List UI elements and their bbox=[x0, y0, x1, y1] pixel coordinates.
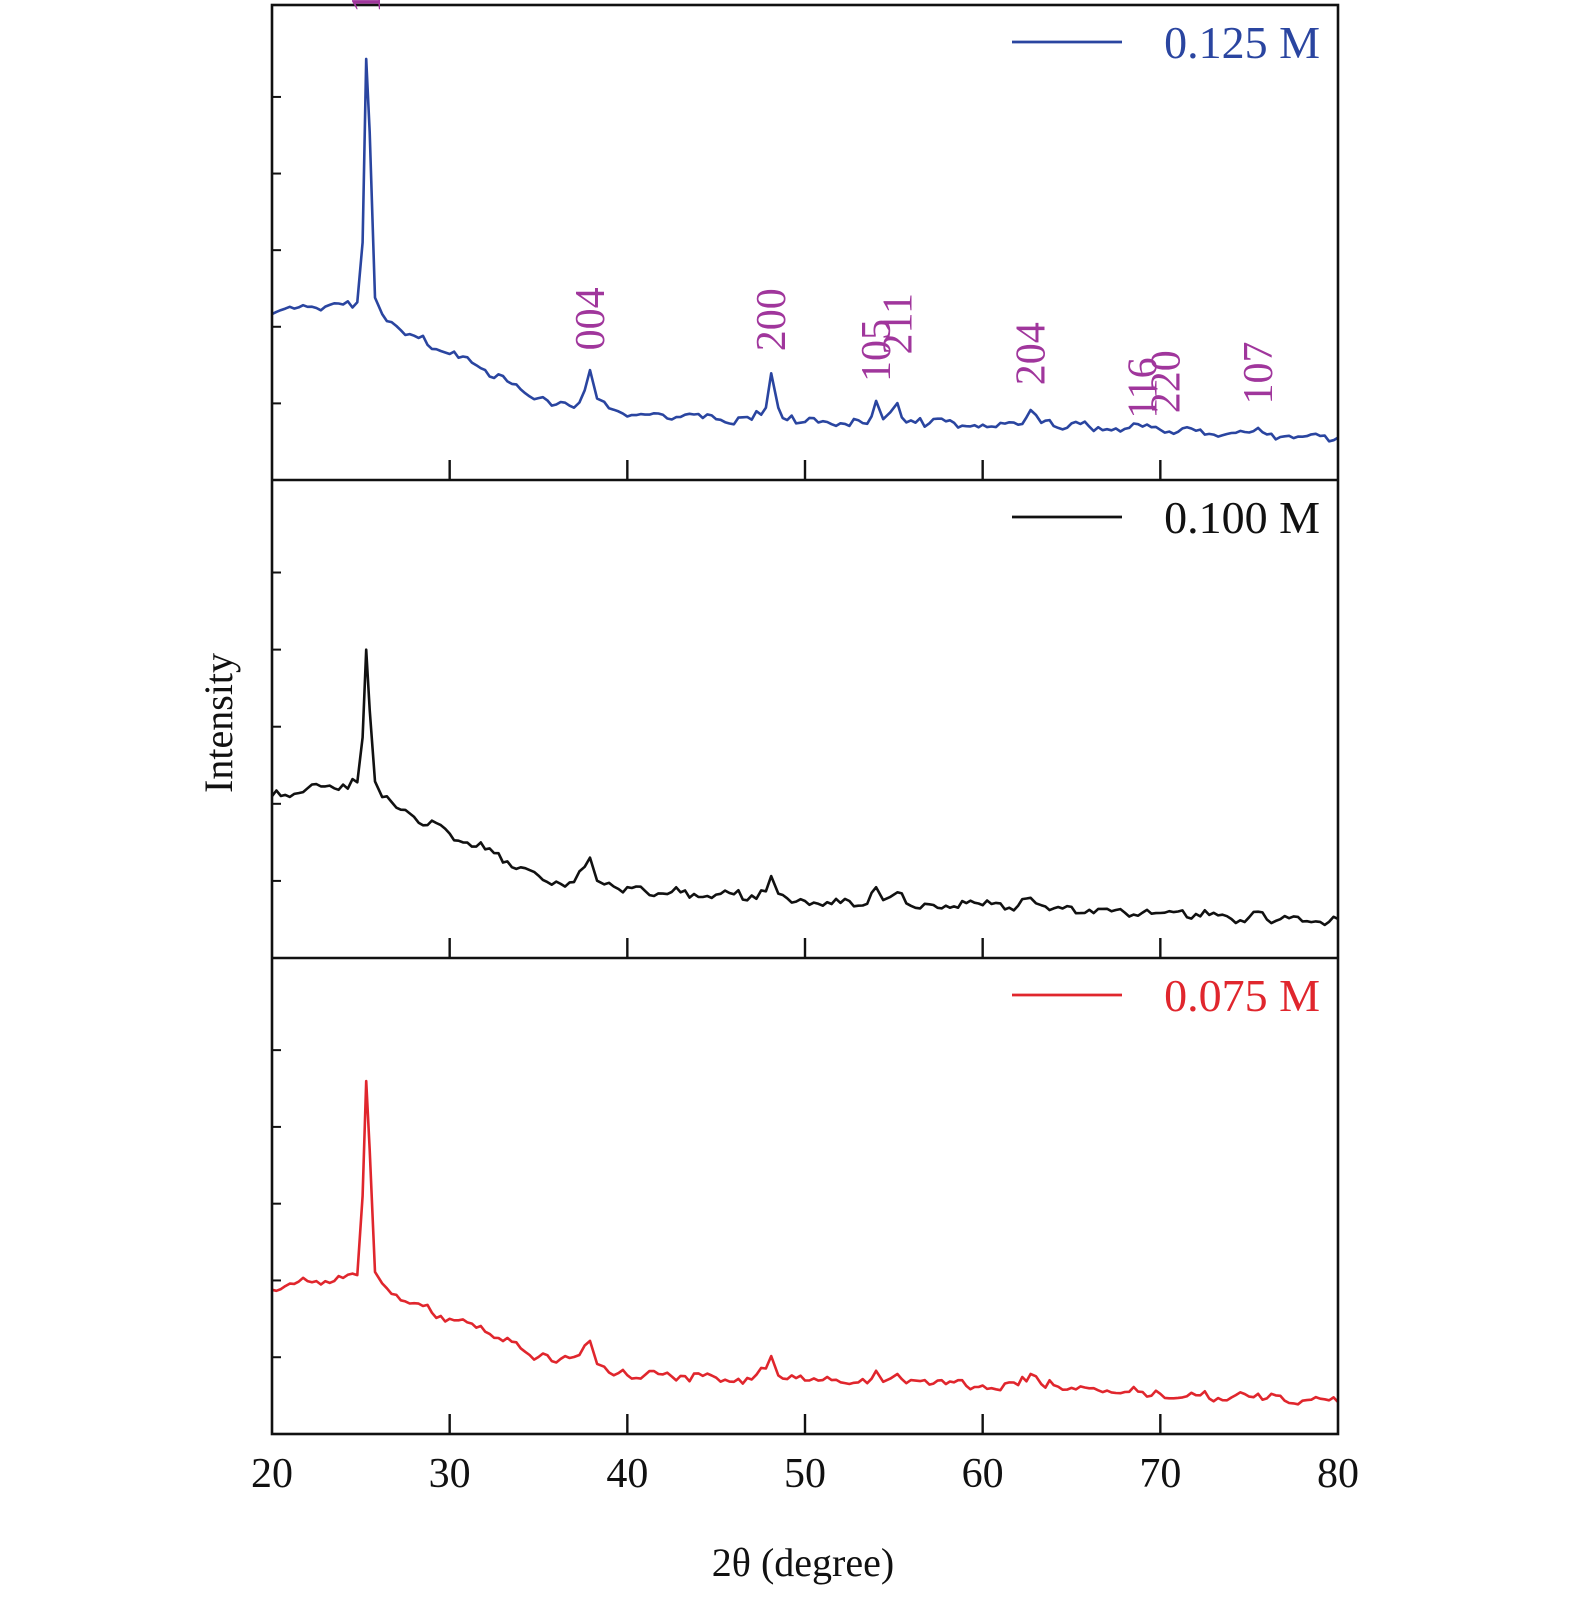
peak-label: 101 bbox=[344, 0, 390, 13]
legend-label: 0.100 M bbox=[1164, 492, 1320, 543]
x-tick-label: 30 bbox=[429, 1451, 471, 1497]
peak-label: 116 bbox=[1121, 357, 1167, 418]
y-axis-label: Intensity bbox=[196, 653, 241, 793]
peak-label: 204 bbox=[1009, 322, 1055, 385]
peak-label: 107 bbox=[1236, 342, 1282, 405]
legend-label: 0.075 M bbox=[1164, 970, 1320, 1021]
x-axis-label: 2θ (degree) bbox=[712, 1540, 894, 1585]
x-tick-label: 50 bbox=[784, 1451, 826, 1497]
x-tick-label: 40 bbox=[606, 1451, 648, 1497]
series-line-1 bbox=[270, 648, 1339, 927]
peak-label: 004 bbox=[568, 287, 614, 350]
plot-frame bbox=[270, 3, 1340, 1436]
x-ticks: 20 30 40 50 60 70 80 bbox=[251, 460, 1359, 1497]
series-line-2 bbox=[271, 1079, 1339, 1406]
panels-group: 0.125 M 0.100 M 0.075 M bbox=[270, 17, 1339, 1406]
series-line-0 bbox=[271, 57, 1339, 443]
peak-label: 220 bbox=[1144, 350, 1190, 413]
x-tick-label: 20 bbox=[251, 1451, 293, 1497]
x-tick-label: 60 bbox=[962, 1451, 1004, 1497]
peak-label: 211 bbox=[875, 293, 921, 354]
legend-label: 0.125 M bbox=[1164, 17, 1320, 68]
peak-label: 105 bbox=[854, 319, 900, 382]
x-tick-label: 80 bbox=[1317, 1451, 1359, 1497]
outer-frame bbox=[270, 3, 1340, 1436]
peak-label: 200 bbox=[749, 288, 795, 351]
x-tick-label: 70 bbox=[1139, 1451, 1181, 1497]
